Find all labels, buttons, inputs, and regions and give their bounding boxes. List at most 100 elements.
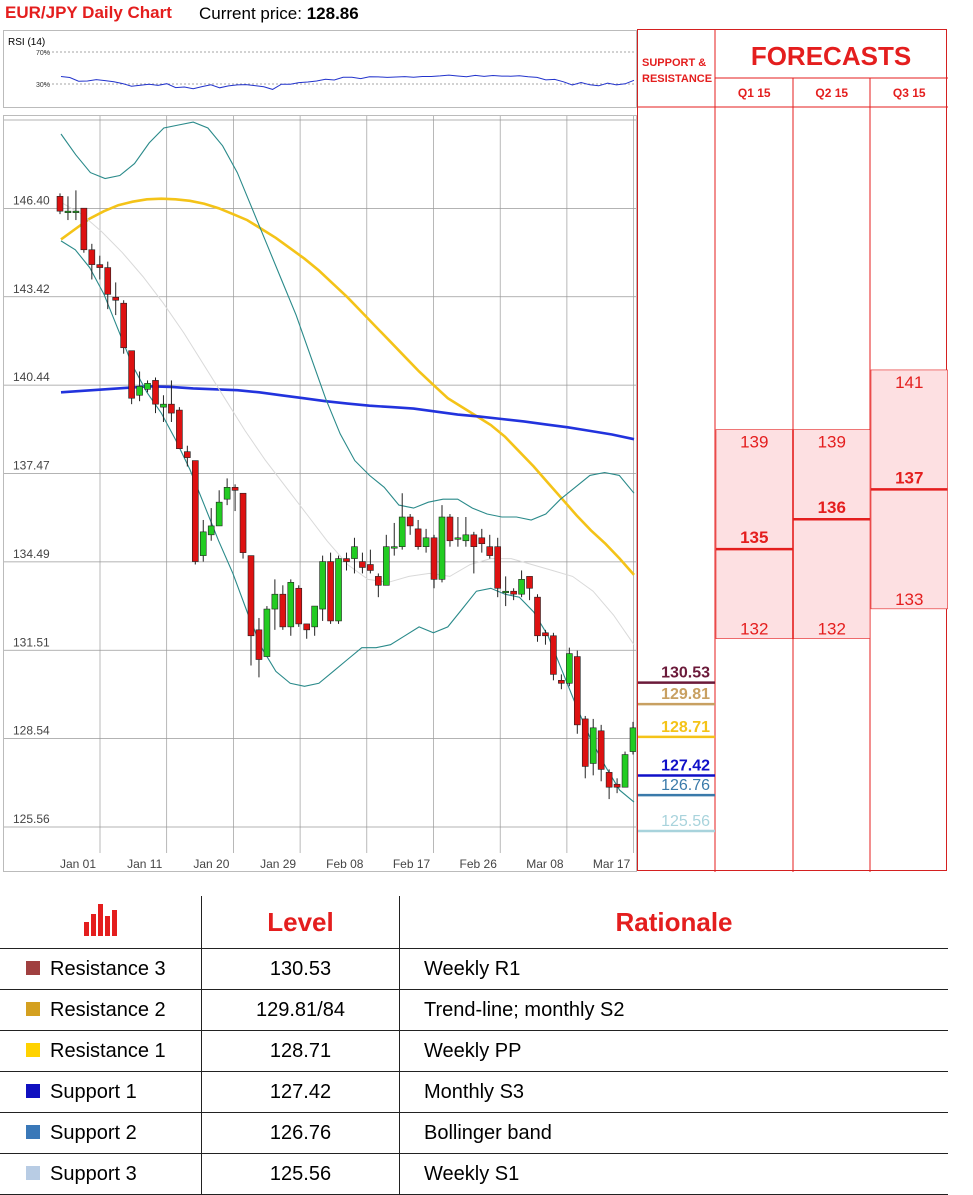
forecasts-panel: SUPPORT & RESISTANCE FORECASTS Q1 15 139 135 1… [637, 29, 948, 872]
candle [56, 193, 64, 215]
bar-chart-icon [0, 896, 202, 949]
candle [550, 632, 557, 681]
candle [239, 492, 247, 559]
level-name: Resistance 1 [50, 1039, 166, 1062]
candle-body [375, 576, 382, 586]
candle [319, 555, 326, 621]
sr-level-label: 129.81 [661, 686, 710, 703]
candle [287, 579, 295, 636]
candle [72, 190, 80, 221]
candle-body [422, 537, 430, 547]
candle-body [64, 210, 72, 213]
candle-body [263, 608, 271, 657]
candle-body [581, 718, 589, 767]
table-header-row: Level Rationale [0, 896, 948, 949]
candle-body [454, 537, 462, 540]
candle-body [589, 727, 597, 764]
level-value: 126.76 [201, 1112, 400, 1154]
level-name: Support 1 [50, 1080, 137, 1103]
quarter-label: Q3 15 [893, 86, 926, 100]
candle [327, 552, 334, 624]
table-row: Resistance 1 128.71 Weekly PP [0, 1030, 948, 1072]
candle [613, 778, 621, 794]
candle-body [160, 403, 167, 408]
candle-body [239, 492, 247, 553]
candle [518, 570, 525, 598]
candle [96, 255, 104, 280]
candle-body [438, 516, 446, 580]
candle-body [605, 772, 613, 788]
candle [494, 537, 502, 598]
candle-body [255, 629, 263, 660]
y-tick-label: 134.49 [13, 547, 50, 561]
level-value: 127.42 [201, 1071, 400, 1113]
sr-level-label: 127.42 [661, 757, 710, 774]
sr-level-label: 128.71 [661, 719, 710, 736]
candle [223, 478, 231, 506]
candle [558, 674, 565, 690]
level-name: Support 3 [50, 1162, 137, 1185]
candle-body [414, 528, 422, 547]
candle-body [80, 207, 88, 251]
level-name-cell: Support 2 [0, 1112, 202, 1154]
candle [271, 579, 279, 630]
x-tick-label: Mar 08 [526, 857, 564, 871]
table-row: Support 2 126.76 Bollinger band [0, 1112, 948, 1154]
candle-body [223, 487, 231, 500]
candle-body [518, 579, 525, 595]
rsi-label: RSI (14) [8, 37, 45, 48]
candle [422, 528, 430, 553]
level-value: 125.56 [201, 1153, 400, 1195]
candle [335, 555, 342, 624]
candle [112, 282, 120, 316]
candle [128, 350, 135, 405]
forecast-mid: 137 [895, 468, 923, 487]
price-chart: 149.37 146.40 143.42 140.44 137.47 134.49 131.… [4, 105, 637, 871]
candle [605, 769, 613, 800]
candle [120, 300, 127, 354]
candle-body [335, 558, 342, 622]
level-color-swatch [26, 960, 40, 975]
candle-body [327, 561, 334, 622]
forecast-range-box [793, 429, 871, 639]
support-resistance-header: RESISTANCE [642, 73, 712, 85]
forecast-high: 141 [895, 373, 923, 392]
candle [470, 531, 478, 574]
candle [566, 647, 573, 687]
candle [589, 718, 597, 776]
rsi-chart: RSI (14) 70% 30% [8, 37, 635, 90]
candle-body [446, 516, 454, 542]
x-tick-label: Feb 17 [393, 857, 431, 871]
table-body: Resistance 3 130.53 Weekly R1 Resistance 2 1… [0, 948, 948, 1195]
candle [199, 519, 207, 562]
candle-body [191, 460, 199, 562]
rsi-level-label: 70% [36, 50, 50, 57]
candle-body [526, 576, 533, 589]
candle [263, 606, 271, 657]
candle [382, 534, 390, 586]
y-tick-label: 137.47 [13, 459, 50, 473]
y-tick-label: 149.37 [13, 116, 50, 119]
level-name-cell: Resistance 3 [0, 948, 202, 990]
forecast-mid: 135 [740, 528, 768, 547]
candle-body [534, 596, 541, 637]
level-value: 130.53 [201, 948, 400, 990]
candle-body [613, 783, 621, 788]
quarter-label: Q1 15 [738, 86, 771, 100]
candle [573, 650, 581, 734]
x-tick-label: Jan 11 [127, 857, 162, 871]
candle [534, 594, 541, 642]
level-rationale: Trend-line; monthly S2 [399, 989, 948, 1031]
forecast-low: 132 [818, 620, 846, 639]
candle-body [104, 267, 112, 295]
candle-body [542, 632, 549, 637]
current-price-value: 128.86 [306, 4, 359, 23]
bollinger-upper-line [60, 121, 635, 521]
quarter-label: Q2 15 [815, 86, 848, 100]
x-tick-label: Mar 17 [593, 857, 631, 871]
level-rationale: Weekly PP [399, 1030, 948, 1072]
x-tick-label: Feb 26 [460, 857, 498, 871]
candle [160, 395, 167, 422]
level-color-swatch [26, 1124, 40, 1139]
forecast-low: 133 [895, 590, 923, 609]
